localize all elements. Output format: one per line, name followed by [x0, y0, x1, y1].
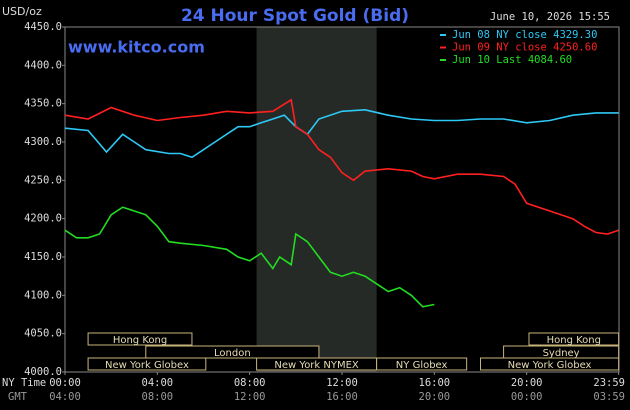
y-tick-label: 4300.0 — [24, 136, 62, 148]
legend-label: Jun 08 NY close 4329.30 — [452, 29, 597, 41]
session-label: Hong Kong — [113, 335, 167, 346]
session-label: Sydney — [543, 348, 580, 359]
y-tick-label: 4150.0 — [24, 251, 62, 263]
x-tick-label-gmt: 12:00 — [234, 391, 266, 403]
x-row-label: NY Time — [2, 377, 46, 389]
y-tick-label: 4450.0 — [24, 21, 62, 33]
x-tick-label: 16:00 — [419, 377, 451, 389]
session-box — [480, 357, 620, 371]
y-tick-label: 4000.0 — [24, 366, 62, 378]
y-tick-label: 4400.0 — [24, 59, 62, 71]
x-tick-label-gmt: 04:00 — [49, 391, 81, 403]
x-tick-label: 20:00 — [511, 377, 543, 389]
session-box — [145, 345, 320, 359]
x-tick-label-gmt: 16:00 — [326, 391, 358, 403]
series-line — [64, 108, 619, 159]
x2-row-label: GMT — [8, 391, 28, 403]
chart-title: 24 Hour Spot Gold (Bid) — [181, 6, 409, 26]
x-tick-label-gmt: 20:00 — [419, 391, 451, 403]
x-tick-label: 23:59 — [593, 377, 625, 389]
session-box — [376, 357, 468, 371]
x-tick-label-gmt: 00:00 — [511, 391, 543, 403]
legend-label: Jun 09 NY close 4250.60 — [452, 42, 597, 54]
x-tick-label-gmt: 08:00 — [142, 391, 174, 403]
x-tick-label-gmt: 03:59 — [593, 391, 625, 403]
x-tick-label: 08:00 — [234, 377, 266, 389]
unit-label: USD/oz — [2, 5, 42, 18]
legend-label: Jun 10 Last 4084.60 — [452, 54, 572, 66]
session-label: New York Globex — [508, 360, 592, 371]
session-box — [528, 332, 620, 346]
y-tick-label: 4350.0 — [24, 98, 62, 110]
x-tick-label: 04:00 — [142, 377, 174, 389]
session-shade — [256, 27, 377, 372]
series-line — [64, 98, 619, 235]
x-tick-label: 00:00 — [49, 377, 81, 389]
y-tick-label: 4050.0 — [24, 328, 62, 340]
session-label: New York Globex — [105, 360, 189, 371]
timestamp: June 10, 2026 15:55 — [490, 11, 610, 23]
session-label: NY Globex — [396, 360, 448, 371]
y-tick-label: 4100.0 — [24, 289, 62, 301]
session-label: London — [214, 348, 251, 359]
session-label: New York NYMEX — [274, 360, 359, 371]
session-box — [87, 332, 193, 346]
session-label: Hong Kong — [547, 335, 601, 346]
x-tick-label: 12:00 — [326, 377, 358, 389]
session-box — [87, 357, 207, 371]
series-line — [64, 206, 435, 308]
y-tick-label: 4200.0 — [24, 213, 62, 225]
y-tick-label: 4250.0 — [24, 174, 62, 186]
website: www.kitco.com — [68, 38, 205, 57]
